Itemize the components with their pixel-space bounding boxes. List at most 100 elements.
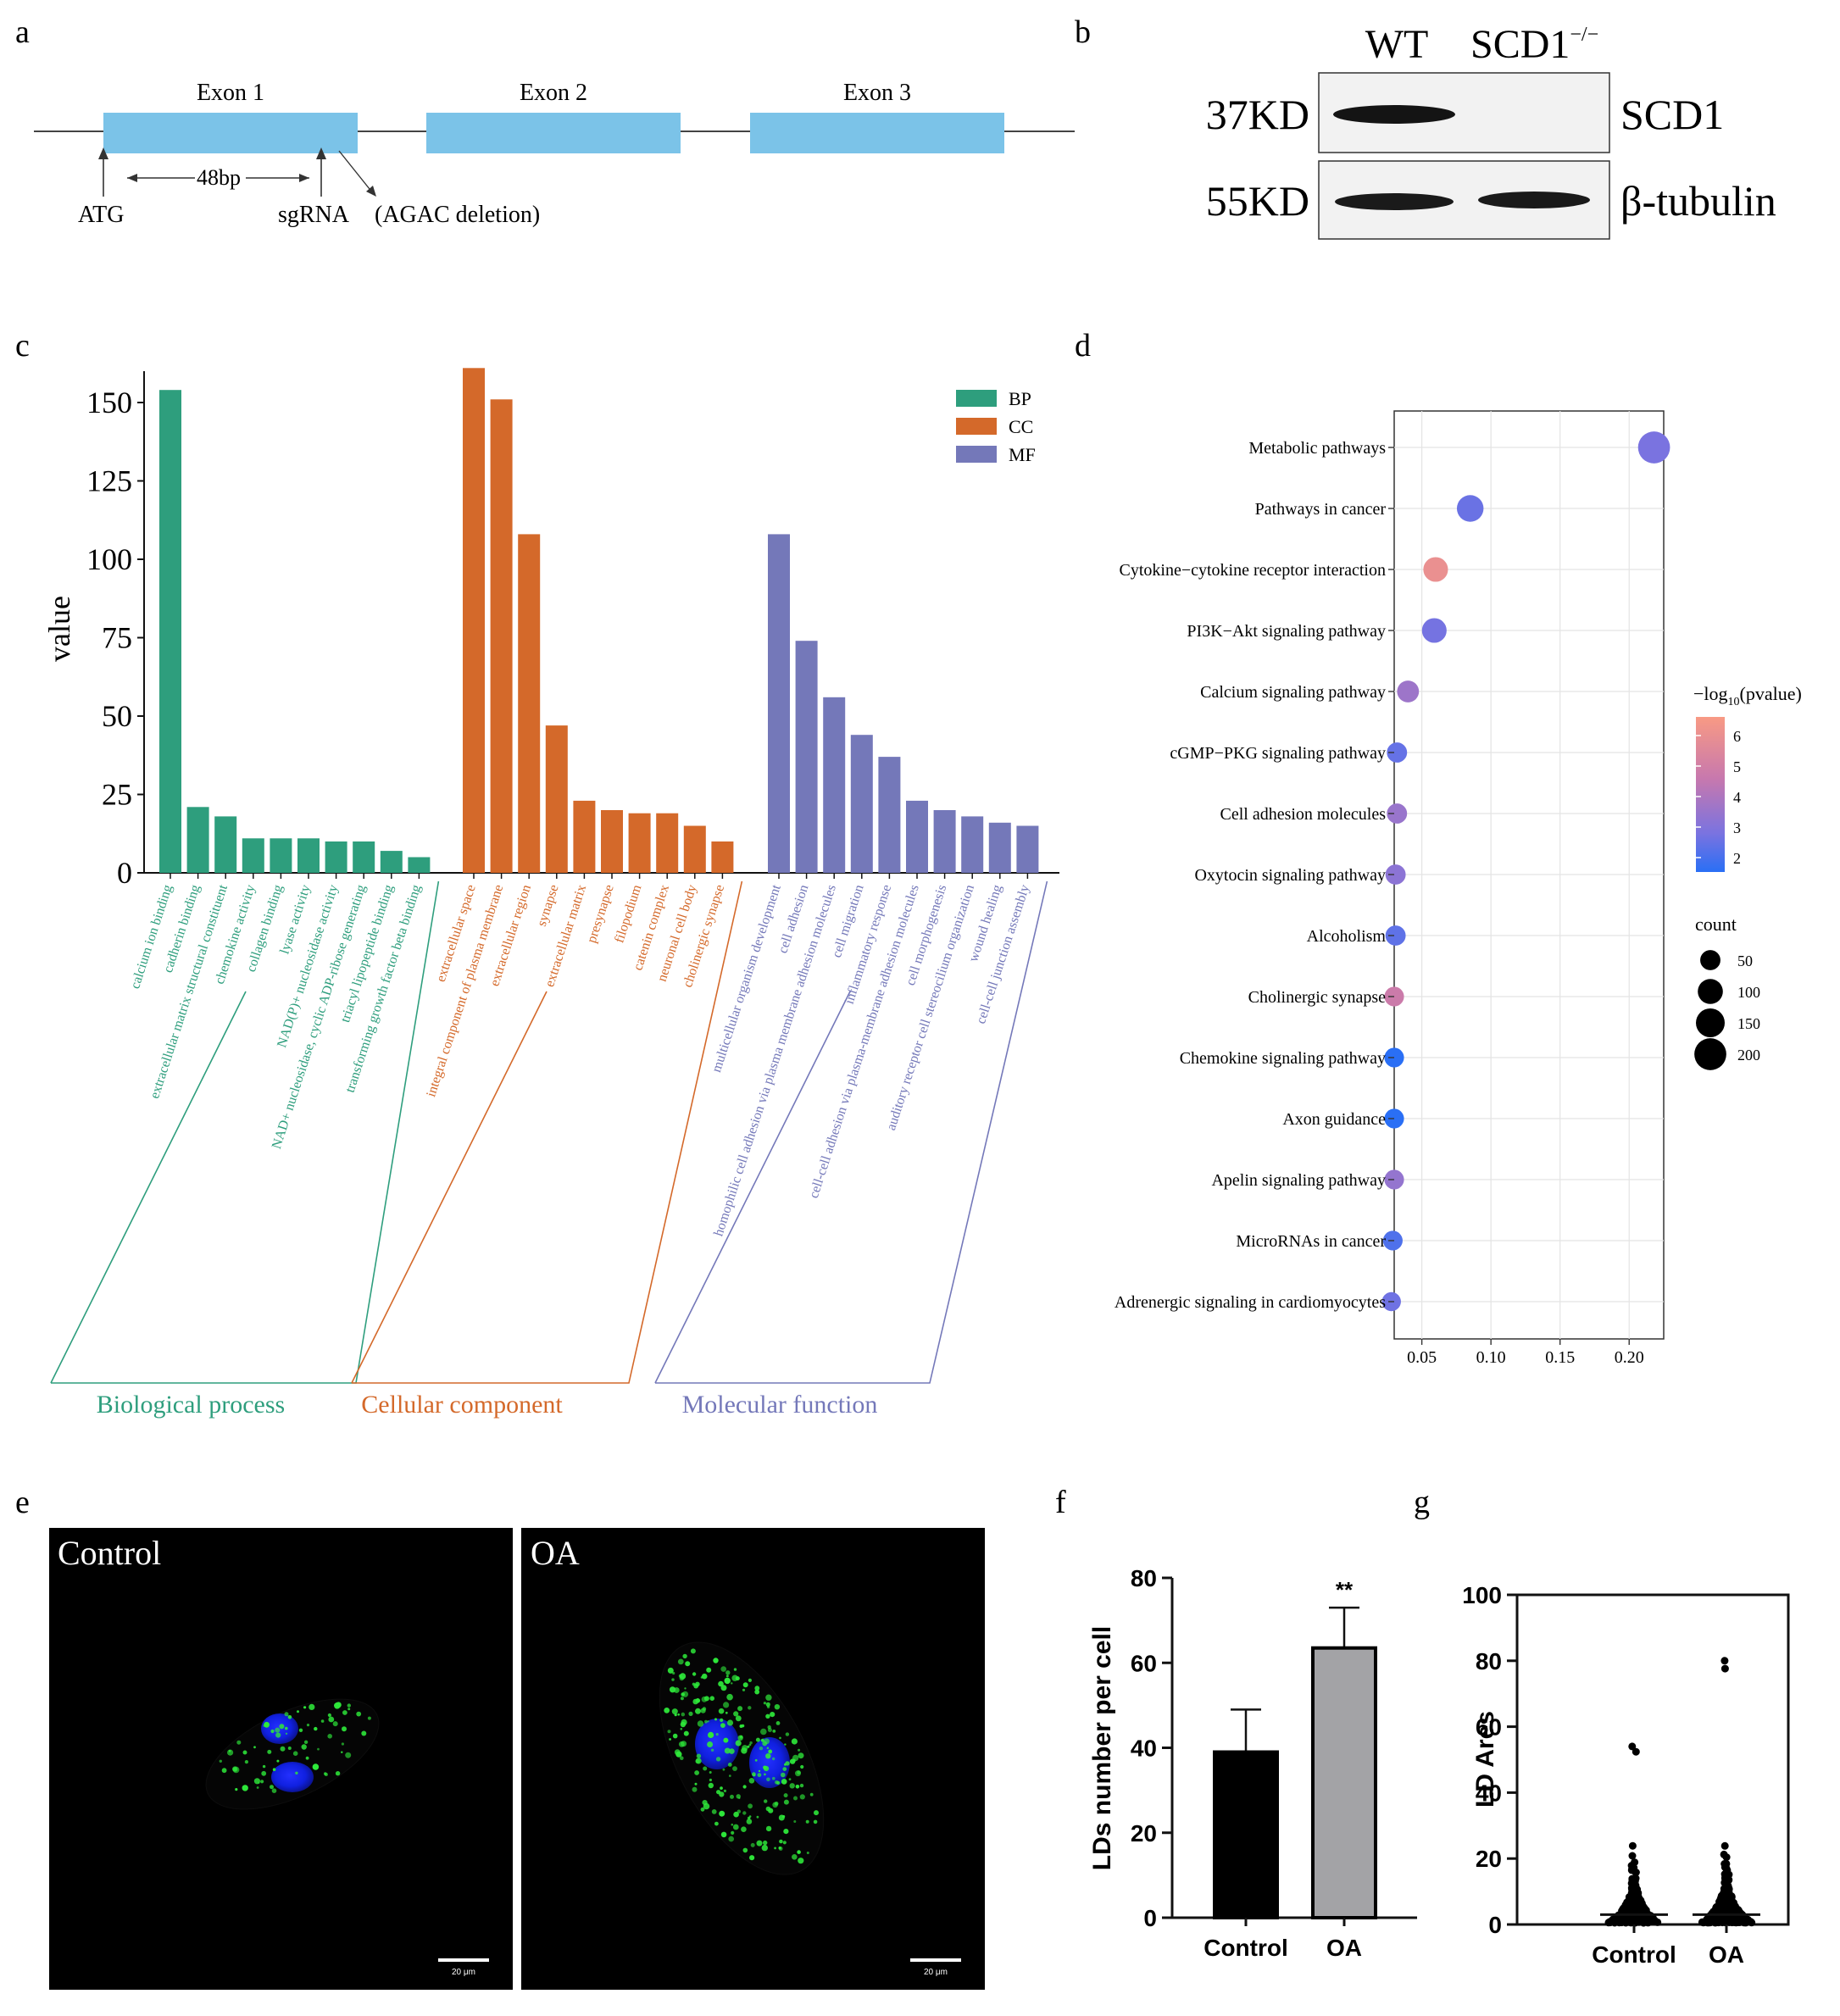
ld-number-y-tick-label: 20 — [1131, 1820, 1157, 1847]
oa-lipid-droplet — [678, 1674, 682, 1678]
ld-area-y-tick-label: 80 — [1476, 1648, 1502, 1674]
oa-lipid-droplet — [748, 1678, 753, 1682]
oa-lipid-droplet — [763, 1702, 767, 1705]
ld-area-point-control — [1630, 1880, 1638, 1889]
ld-area-point-oa — [1720, 1841, 1729, 1850]
oa-lipid-droplet — [795, 1770, 801, 1777]
control-scale-label: 20 μm — [452, 1968, 475, 1977]
oa-lipid-droplet — [674, 1713, 677, 1717]
ld-number-x-label: OA — [1326, 1935, 1362, 1961]
kegg-dot-plot: Metabolic pathways Pathways in cancer Cyto… — [1115, 410, 1802, 1367]
go-legend: BP CC MF — [956, 388, 1036, 465]
ld-area-frame — [1515, 1593, 1790, 1926]
control-lipid-droplet — [327, 1734, 333, 1739]
oa-lipid-droplet — [700, 1807, 705, 1812]
ld-area-point-control — [1632, 1747, 1640, 1756]
go-y-tick-label: 125 — [86, 464, 132, 498]
color-legend-tick-label: 4 — [1733, 789, 1741, 806]
size-55kd-label: 55KD — [1206, 177, 1309, 225]
oa-lipid-droplet — [731, 1830, 735, 1835]
kegg-term-label: Cytokine−cytokine receptor interaction — [1119, 561, 1386, 580]
oa-lipid-droplet — [731, 1682, 733, 1685]
oa-lipid-droplet — [723, 1702, 730, 1708]
color-legend-title: −log10(pvalue) — [1693, 683, 1802, 708]
oa-lipid-droplet — [728, 1836, 734, 1842]
oa-lipid-droplet — [813, 1819, 818, 1824]
oa-lipid-droplet — [703, 1766, 708, 1771]
go-bar-cc-catenin-complex — [656, 813, 679, 873]
control-lipid-droplet — [347, 1708, 351, 1711]
go-group-bracket-left — [50, 991, 247, 1384]
control-lipid-droplet — [285, 1732, 288, 1736]
oa-lipid-droplet — [692, 1672, 697, 1676]
ld-area-chart: LD Ares 0 20 40 60 80 100 Control OA — [1462, 1582, 1790, 1968]
oa-lipid-droplet — [720, 1786, 723, 1791]
oa-lipid-droplet — [718, 1680, 724, 1687]
oa-lipid-droplet — [708, 1731, 714, 1738]
kegg-size-legend: count 50 100 150 200 — [1694, 914, 1760, 1070]
oa-lipid-droplet — [765, 1825, 772, 1832]
go-bar-cc-filopodium — [628, 813, 651, 873]
kegg-term-label: Alcoholism — [1307, 927, 1387, 946]
atg-arrow-icon — [98, 147, 108, 159]
control-lipid-droplet — [314, 1726, 318, 1731]
control-lipid-droplet — [292, 1751, 298, 1756]
control-lipid-droplet — [244, 1760, 248, 1764]
exon-3-box — [750, 113, 1004, 153]
control-lipid-droplet — [270, 1785, 274, 1790]
ld-area-point-oa — [1720, 1657, 1729, 1665]
oa-lipid-droplet — [767, 1725, 771, 1730]
ld-area-point-oa — [1728, 1919, 1737, 1927]
ld-area-point-oa — [1720, 1664, 1729, 1673]
oa-lipid-droplet — [793, 1796, 798, 1801]
oa-lipid-droplet — [710, 1748, 714, 1752]
oa-lipid-droplet — [695, 1708, 701, 1714]
oa-lipid-droplet — [748, 1706, 752, 1710]
go-y-axis-title: value — [42, 596, 76, 662]
oa-lipid-droplet — [697, 1720, 704, 1727]
oa-lipid-droplet — [763, 1840, 768, 1846]
oa-lipid-droplet — [768, 1749, 773, 1754]
go-bar-cc-presynapse — [601, 810, 623, 873]
oa-lipid-droplet — [799, 1783, 804, 1788]
oa-lipid-droplet — [809, 1792, 814, 1797]
oa-lipid-droplet — [725, 1670, 731, 1675]
ld-number-chart: LDs number per cell 0 20 40 60 80 ** Control… — [1088, 1565, 1417, 1961]
legend-cc-swatch — [956, 418, 997, 435]
legend-cc: CC — [1009, 416, 1033, 437]
control-lipid-droplet — [305, 1756, 309, 1760]
kegg-x-tick-label: 0.05 — [1407, 1348, 1437, 1367]
oa-lipid-droplet — [754, 1686, 760, 1691]
go-group-bracket-mf — [655, 880, 1048, 1384]
oa-lipid-droplet — [778, 1847, 781, 1850]
band-tubulin-ko — [1478, 192, 1590, 208]
oa-lipid-droplet — [724, 1747, 731, 1754]
oa-lipid-droplet — [719, 1810, 725, 1817]
oa-lipid-droplet — [694, 1782, 698, 1786]
go-bar-mf-homophilic-cell-adhesion-via-plasma-membrane-adhesion-molecules — [823, 697, 846, 873]
oa-lipid-droplet — [720, 1685, 727, 1691]
legend-bp: BP — [1009, 388, 1031, 409]
oa-lipid-droplet — [677, 1713, 680, 1716]
control-lipid-droplet — [242, 1785, 248, 1791]
control-lipid-droplet — [272, 1768, 276, 1771]
oa-lipid-droplet — [695, 1698, 701, 1703]
go-group-bracket-left — [351, 991, 548, 1384]
control-lipid-droplet — [285, 1726, 288, 1730]
ld-area-point-control — [1621, 1901, 1630, 1909]
ld-area-point-oa — [1743, 1915, 1752, 1924]
go-bar-bp-cadherin-binding — [186, 807, 209, 873]
control-lipid-droplet — [242, 1750, 247, 1755]
kegg-x-tick-label: 0.20 — [1615, 1348, 1644, 1367]
exon-1-label: Exon 1 — [197, 80, 264, 106]
kegg-term-label: Pathways in cancer — [1255, 500, 1387, 519]
oa-lipid-droplet — [781, 1779, 787, 1785]
band-tubulin-wt — [1335, 193, 1454, 210]
atg-label: ATG — [78, 202, 124, 228]
oa-lipid-droplet — [741, 1724, 745, 1728]
control-lipid-droplet — [303, 1740, 309, 1744]
oa-lipid-droplet — [702, 1707, 707, 1711]
oa-lipid-droplet — [680, 1728, 683, 1730]
oa-lipid-droplet — [681, 1712, 686, 1717]
oa-lipid-droplet — [798, 1858, 804, 1864]
